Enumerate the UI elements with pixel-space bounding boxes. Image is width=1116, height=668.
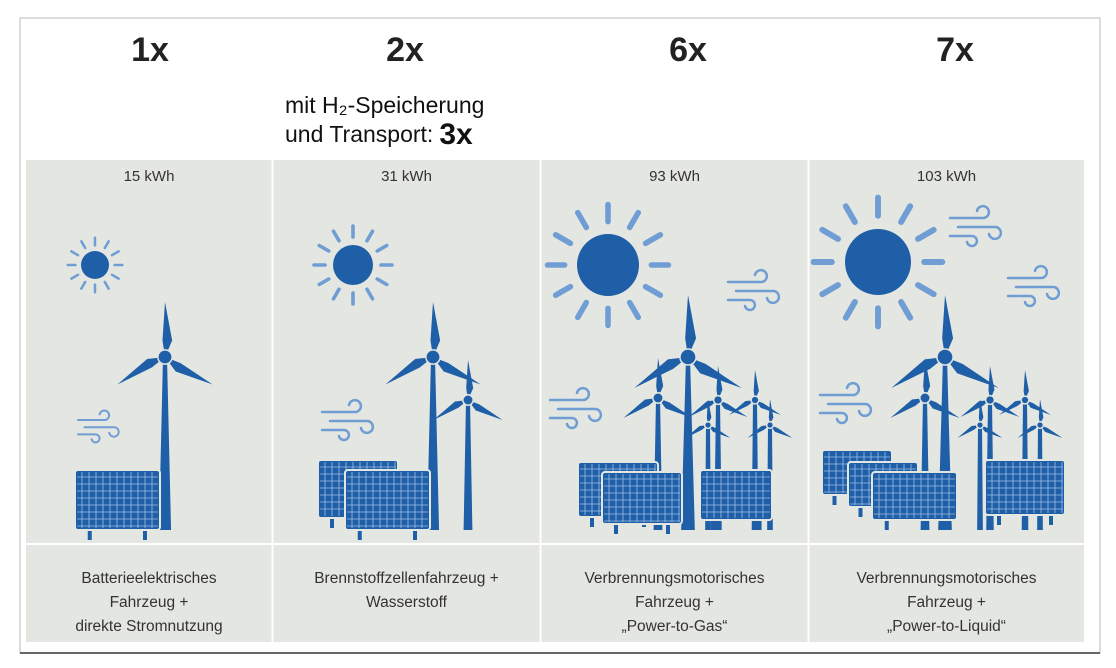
infographic: mit H₂-Speicherung und Transport:3x 1x 15… xyxy=(0,0,1116,668)
panel-leg xyxy=(885,520,889,530)
sun-disc xyxy=(577,234,639,296)
panel-leg xyxy=(88,530,92,540)
description-line: Batterieelektrisches xyxy=(81,570,217,587)
turbine-hub xyxy=(751,396,759,404)
turbine-hub xyxy=(463,395,473,405)
turbine-hub xyxy=(1021,396,1029,404)
panel-leg xyxy=(666,524,670,534)
description-line: direkte Stromnutzung xyxy=(75,618,222,635)
solar-panel-icon xyxy=(700,470,772,530)
turbine-hub xyxy=(705,422,712,429)
turbine-tower xyxy=(977,425,983,530)
description-line: Verbrennungsmotorisches xyxy=(584,570,764,587)
turbine-hub xyxy=(986,396,995,405)
factor-label: 2x xyxy=(386,31,424,69)
description-line: „Power-to-Gas“ xyxy=(622,618,728,635)
note-text: und Transport: xyxy=(285,121,433,147)
factor-label: 6x xyxy=(669,31,707,69)
panel-body xyxy=(700,470,772,520)
panel-leg xyxy=(940,520,944,530)
description-line: Fahrzeug + xyxy=(110,594,189,611)
panel-leg xyxy=(758,520,762,530)
description-line: Fahrzeug + xyxy=(635,594,714,611)
description-line: Fahrzeug + xyxy=(907,594,986,611)
panel-leg xyxy=(413,530,417,540)
turbine-hub xyxy=(426,350,440,364)
turbine-hub xyxy=(653,393,663,403)
solar-panel-icon xyxy=(345,470,430,540)
panel-leg xyxy=(1049,515,1053,525)
solar-panel-icon xyxy=(75,470,160,540)
panel-leg xyxy=(143,530,147,540)
description-line: Wasserstoff xyxy=(366,594,448,611)
note-line-2: und Transport:3x xyxy=(285,118,473,151)
turbine-hub xyxy=(767,422,774,429)
turbine-hub xyxy=(158,350,172,364)
description-line: Verbrennungsmotorisches xyxy=(856,570,1036,587)
energy-label: 93 kWh xyxy=(649,168,700,185)
factor-label: 1x xyxy=(131,31,169,69)
panel-leg xyxy=(711,520,715,530)
panel-body xyxy=(345,470,430,530)
sun-disc xyxy=(81,251,109,279)
factor-label: 7x xyxy=(936,31,974,69)
energy-label: 31 kWh xyxy=(381,168,432,185)
panel-leg xyxy=(590,517,594,527)
note-line-1: mit H₂-Speicherung xyxy=(285,92,484,118)
turbine-hub xyxy=(1037,422,1044,429)
turbine-hub xyxy=(977,422,984,429)
sun-disc xyxy=(845,229,911,295)
panel-body xyxy=(75,470,160,530)
panel-leg xyxy=(833,495,837,505)
panel-leg xyxy=(330,518,334,528)
note-emphasis: 3x xyxy=(439,118,473,151)
panel-leg xyxy=(997,515,1001,525)
panel-leg xyxy=(358,530,362,540)
solar-panel-icon xyxy=(602,472,682,534)
turbine-hub xyxy=(937,349,953,365)
solar-panel-icon xyxy=(985,460,1065,525)
energy-label: 103 kWh xyxy=(917,168,976,185)
turbine-hub xyxy=(680,349,696,365)
turbine-hub xyxy=(714,396,723,405)
turbine-hub xyxy=(920,393,930,403)
panel-leg xyxy=(614,524,618,534)
sun-disc xyxy=(333,245,373,285)
description-line: „Power-to-Liquid“ xyxy=(887,618,1006,635)
description-line: Brennstoffzellenfahrzeug + xyxy=(314,570,499,587)
energy-label: 15 kWh xyxy=(124,168,175,185)
panel-body xyxy=(985,460,1065,515)
panel-leg xyxy=(859,507,863,517)
panel-body xyxy=(602,472,682,524)
